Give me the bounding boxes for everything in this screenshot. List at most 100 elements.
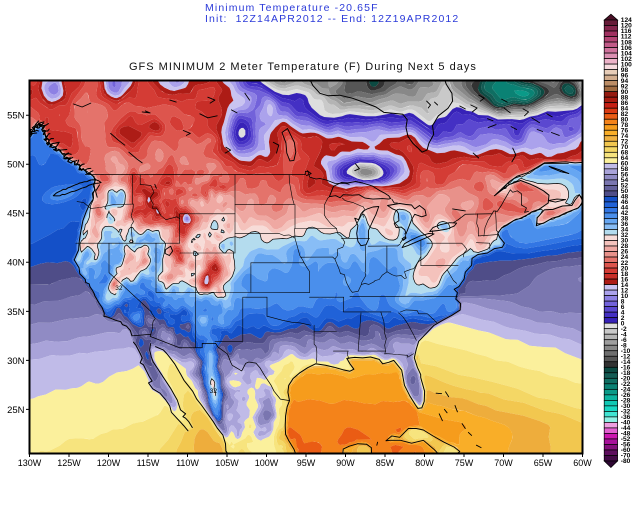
svg-text:105W: 105W <box>215 458 239 468</box>
svg-text:-6: -6 <box>621 337 627 344</box>
svg-text:84: 84 <box>621 105 629 112</box>
svg-text:92: 92 <box>621 83 629 90</box>
svg-text:102: 102 <box>621 56 632 63</box>
svg-text:-26: -26 <box>621 392 631 399</box>
svg-text:28: 28 <box>621 243 629 250</box>
svg-text:-40: -40 <box>621 420 631 427</box>
svg-text:50: 50 <box>621 188 629 195</box>
svg-text:32: 32 <box>621 232 629 239</box>
svg-text:72: 72 <box>621 138 629 145</box>
svg-text:90W: 90W <box>336 458 355 468</box>
svg-text:94: 94 <box>621 78 629 85</box>
svg-text:45N: 45N <box>7 209 25 220</box>
svg-text:70: 70 <box>621 144 629 151</box>
svg-text:110W: 110W <box>176 458 199 468</box>
svg-text:42: 42 <box>621 210 629 217</box>
svg-text:96: 96 <box>621 72 629 79</box>
svg-text:4: 4 <box>621 309 625 316</box>
svg-text:108: 108 <box>621 39 632 46</box>
svg-text:-10: -10 <box>621 348 631 355</box>
svg-text:74: 74 <box>621 133 629 140</box>
svg-text:-70: -70 <box>621 453 631 460</box>
svg-text:-12: -12 <box>621 353 631 360</box>
svg-text:-4: -4 <box>621 331 627 338</box>
svg-text:26: 26 <box>621 249 629 256</box>
svg-text:130W: 130W <box>18 458 42 468</box>
svg-text:36: 36 <box>621 221 629 228</box>
svg-text:-52: -52 <box>621 436 631 443</box>
svg-text:85W: 85W <box>376 458 395 468</box>
svg-text:58: 58 <box>621 166 629 173</box>
svg-text:95W: 95W <box>297 458 316 468</box>
svg-text:120: 120 <box>621 23 632 30</box>
svg-text:8: 8 <box>621 298 625 305</box>
svg-text:124: 124 <box>621 17 632 24</box>
svg-text:24: 24 <box>621 254 629 261</box>
svg-text:75W: 75W <box>455 458 474 468</box>
svg-text:70W: 70W <box>494 458 513 468</box>
svg-text:104: 104 <box>621 50 632 57</box>
svg-text:52: 52 <box>621 183 629 190</box>
svg-text:50N: 50N <box>7 160 25 171</box>
svg-text:76: 76 <box>621 127 629 134</box>
svg-text:-2: -2 <box>621 326 627 333</box>
svg-text:35N: 35N <box>7 307 25 318</box>
svg-text:18: 18 <box>621 271 629 278</box>
svg-text:40N: 40N <box>7 258 25 269</box>
svg-text:68: 68 <box>621 150 629 157</box>
svg-text:-60: -60 <box>621 447 631 454</box>
svg-text:-20: -20 <box>621 376 631 383</box>
svg-text:2: 2 <box>621 315 625 322</box>
svg-text:100W: 100W <box>255 458 279 468</box>
svg-text:-14: -14 <box>621 359 631 366</box>
svg-text:120W: 120W <box>97 458 121 468</box>
svg-text:64: 64 <box>621 155 629 162</box>
svg-text:-44: -44 <box>621 425 631 432</box>
svg-text:-18: -18 <box>621 370 631 377</box>
svg-text:-28: -28 <box>621 398 631 405</box>
svg-text:25N: 25N <box>7 405 25 416</box>
svg-text:112: 112 <box>621 34 632 41</box>
svg-text:38: 38 <box>621 216 629 223</box>
svg-text:90: 90 <box>621 89 629 96</box>
svg-text:115W: 115W <box>137 458 160 468</box>
svg-text:125W: 125W <box>57 458 81 468</box>
svg-text:82: 82 <box>621 111 629 118</box>
svg-text:116: 116 <box>621 28 632 35</box>
svg-text:-30: -30 <box>621 403 631 410</box>
svg-text:106: 106 <box>621 45 632 52</box>
svg-text:32: 32 <box>209 387 217 394</box>
svg-text:100: 100 <box>621 61 632 68</box>
svg-text:88: 88 <box>621 94 629 101</box>
svg-text:-8: -8 <box>621 342 627 349</box>
svg-text:34: 34 <box>621 227 629 234</box>
svg-text:20: 20 <box>621 265 629 272</box>
svg-text:56: 56 <box>621 172 629 179</box>
svg-text:80W: 80W <box>415 458 434 468</box>
svg-text:86: 86 <box>621 100 629 107</box>
svg-text:30N: 30N <box>7 356 25 367</box>
svg-text:60W: 60W <box>573 458 592 468</box>
svg-text:48: 48 <box>621 194 629 201</box>
svg-text:16: 16 <box>621 276 629 283</box>
svg-text:46: 46 <box>621 199 629 206</box>
svg-text:60: 60 <box>621 161 629 168</box>
svg-text:6: 6 <box>621 304 625 311</box>
svg-text:54: 54 <box>621 177 629 184</box>
svg-text:22: 22 <box>621 260 629 267</box>
svg-text:-22: -22 <box>621 381 631 388</box>
svg-text:-36: -36 <box>621 414 631 421</box>
svg-text:30: 30 <box>621 238 629 245</box>
svg-text:-16: -16 <box>621 364 631 371</box>
svg-text:80: 80 <box>621 116 629 123</box>
svg-text:-24: -24 <box>621 387 631 394</box>
svg-text:44: 44 <box>621 205 629 212</box>
svg-text:-80: -80 <box>621 458 631 465</box>
svg-text:-48: -48 <box>621 431 631 438</box>
svg-text:-56: -56 <box>621 442 631 449</box>
svg-text:65W: 65W <box>534 458 553 468</box>
svg-text:98: 98 <box>621 67 629 74</box>
svg-text:78: 78 <box>621 122 629 129</box>
svg-text:-32: -32 <box>621 409 631 416</box>
svg-text:0: 0 <box>621 320 625 327</box>
